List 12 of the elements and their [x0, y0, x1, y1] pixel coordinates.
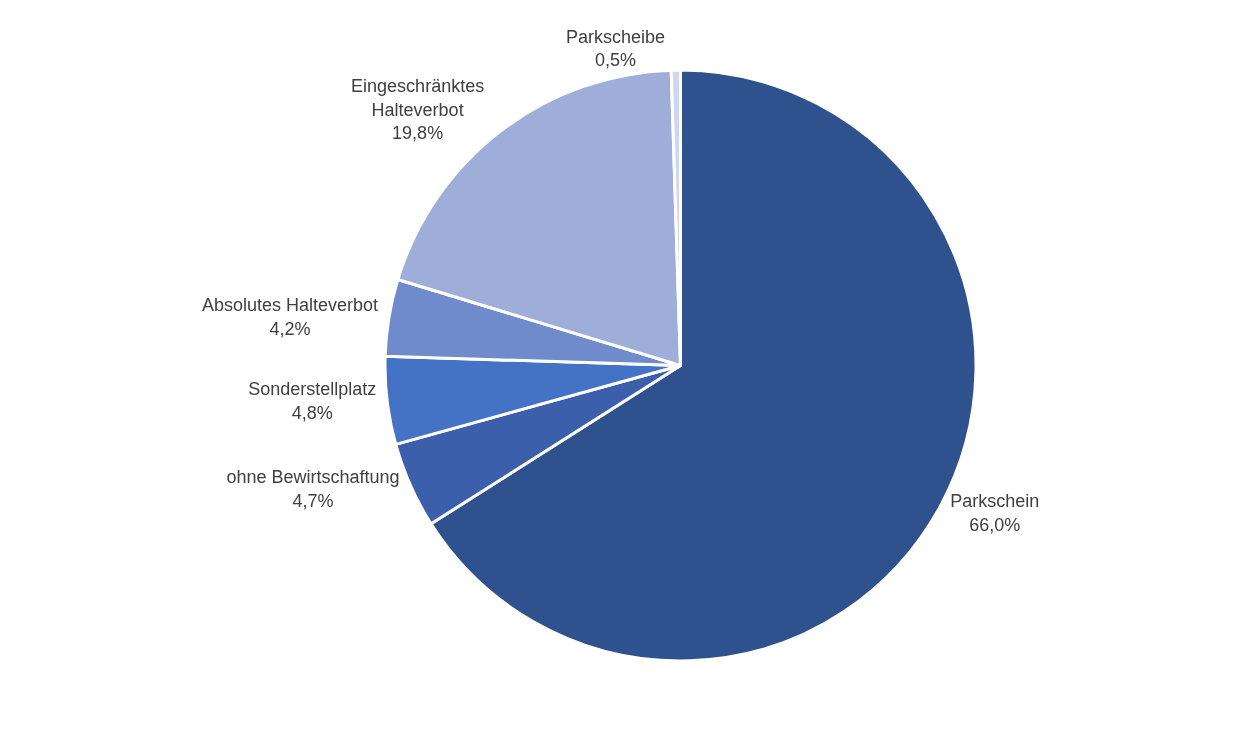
slice-label: Parkschein — [950, 491, 1040, 512]
data-label: 0,5% — [594, 50, 636, 71]
data-label: 66,0% — [969, 514, 1021, 535]
slice-label: Eingeschränktes Halteverbot — [351, 76, 485, 120]
slice-label: Absolutes Halteverbot — [201, 295, 379, 316]
data-label: 4,2% — [269, 318, 311, 339]
slice-label: Parkscheibe — [565, 26, 666, 47]
data-label: 4,7% — [292, 490, 334, 511]
slice-label: ohne Bewirtschaftung — [226, 467, 400, 488]
data-label: 4,8% — [291, 402, 333, 423]
slice-label: Sonderstellplatz — [248, 379, 377, 400]
data-label: 19,8% — [392, 123, 444, 144]
